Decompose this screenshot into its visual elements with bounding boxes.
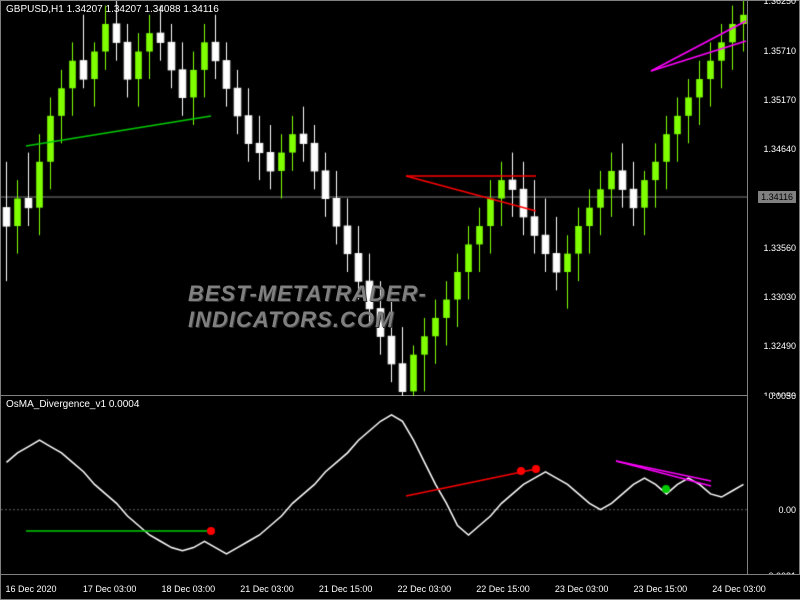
y-tick-label: 1.34640 <box>763 144 796 154</box>
y-tick-label: 1.35170 <box>763 95 796 105</box>
sub-canvas <box>1 396 749 576</box>
indicator-label: OsMA_Divergence_v1 0.0004 <box>6 399 139 410</box>
x-tick-label: 17 Dec 03:00 <box>83 584 137 594</box>
symbol-label: GBPUSD,H1 1.34207 1.34207 1.34088 1.3411… <box>6 4 219 15</box>
chart-container: GBPUSD,H1 1.34207 1.34207 1.34088 1.3411… <box>0 0 800 600</box>
x-tick-label: 23 Dec 15:00 <box>634 584 688 594</box>
y-tick-label: 1.35710 <box>763 46 796 56</box>
x-tick-label: 16 Dec 2020 <box>5 584 56 594</box>
main-price-chart[interactable]: BEST-METATRADER-INDICATORS.COM <box>1 1 749 396</box>
x-tick-label: 24 Dec 03:00 <box>712 584 766 594</box>
x-tick-label: 22 Dec 15:00 <box>476 584 530 594</box>
x-tick-label: 22 Dec 03:00 <box>398 584 452 594</box>
osma-indicator-chart[interactable] <box>1 396 749 576</box>
symbol-text: GBPUSD,H1 <box>6 4 64 15</box>
x-axis: 16 Dec 2020 17 Dec 03:00 18 Dec 03:00 21 De… <box>1 574 800 599</box>
x-tick-label: 21 Dec 15:00 <box>319 584 373 594</box>
y-tick-label: 1.32490 <box>763 341 796 351</box>
y-axis-main: 1.36250 1.35710 1.35170 1.34640 1.34116 1.335… <box>747 1 799 396</box>
x-tick-label: 18 Dec 03:00 <box>162 584 216 594</box>
current-price-box: 1.34116 <box>758 191 796 203</box>
x-tick-label: 21 Dec 03:00 <box>240 584 294 594</box>
y-tick-label: 1.33560 <box>763 243 796 253</box>
main-canvas <box>1 1 749 396</box>
y-axis-sub: 0.00360.00-0.0021 <box>747 396 799 576</box>
ohlc-text: 1.34207 1.34207 1.34088 1.34116 <box>67 4 219 15</box>
y-tick-label: 1.33030 <box>763 292 796 302</box>
x-tick-label: 23 Dec 03:00 <box>555 584 609 594</box>
y-tick-label: 0.0036 <box>768 391 796 401</box>
y-tick-label: 1.36250 <box>763 0 796 6</box>
y-tick-label: 0.00 <box>778 505 796 515</box>
watermark-text: BEST-METATRADER-INDICATORS.COM <box>188 281 562 333</box>
